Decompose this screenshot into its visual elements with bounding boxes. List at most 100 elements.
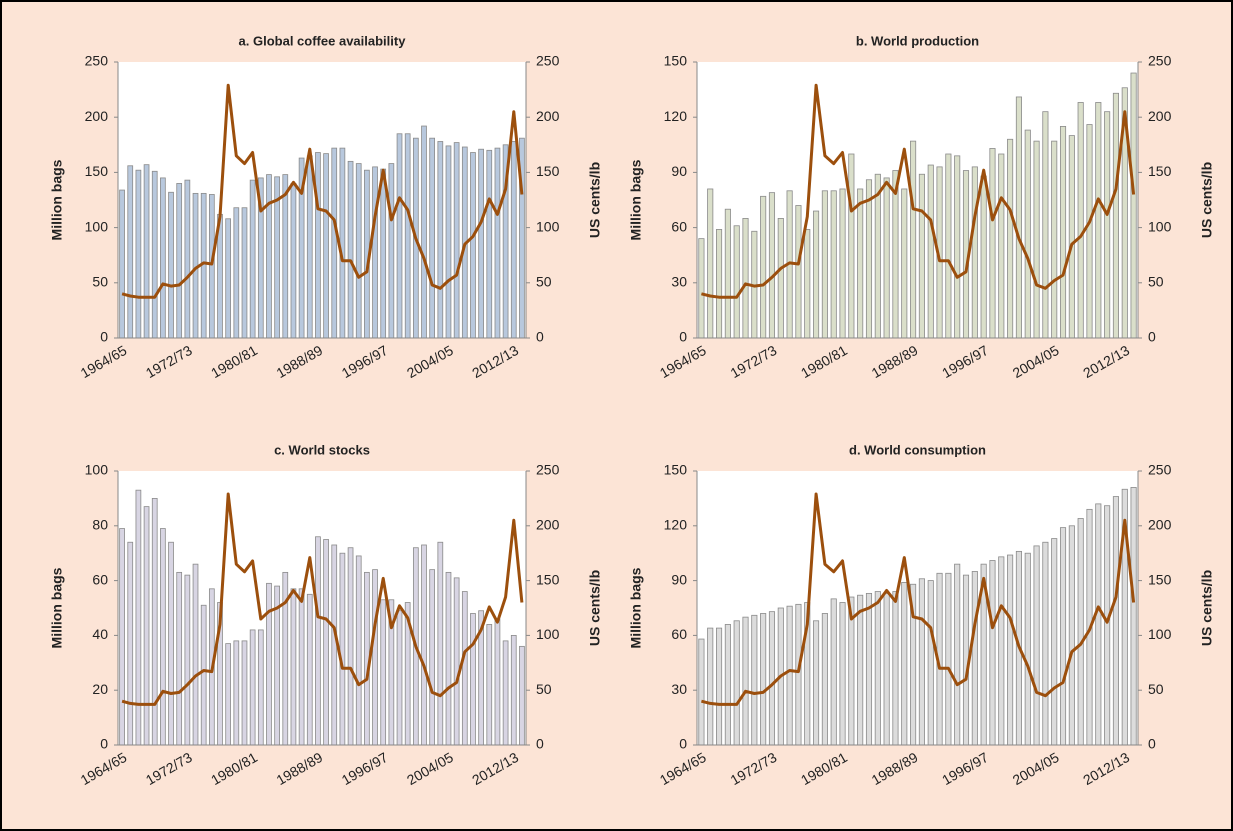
bar xyxy=(1024,129,1031,339)
bar xyxy=(918,173,925,339)
y-tick-label: 0 xyxy=(679,736,687,752)
y2-tick-label: 200 xyxy=(536,108,560,124)
bar xyxy=(698,638,705,746)
bar xyxy=(396,610,403,746)
bar xyxy=(119,528,125,746)
bar xyxy=(724,208,731,339)
bar xyxy=(315,536,321,746)
y2-tick-label: 50 xyxy=(536,274,552,290)
bar xyxy=(910,140,917,339)
bar xyxy=(266,582,272,746)
bar xyxy=(143,164,150,339)
bar xyxy=(751,614,758,746)
bar xyxy=(760,195,767,339)
bar xyxy=(768,192,776,339)
y-tick-label: 20 xyxy=(92,681,108,697)
y2-tick-label: 50 xyxy=(1148,274,1164,290)
bar xyxy=(421,125,427,339)
bar xyxy=(707,627,714,746)
y2-tick-label: 0 xyxy=(1148,736,1156,752)
bar xyxy=(707,188,714,339)
bar xyxy=(901,582,908,746)
y2-tick-label: 150 xyxy=(536,163,560,179)
price-line xyxy=(121,83,524,299)
panel-title: a. Global coffee availability xyxy=(239,33,407,48)
y-axis-label: Million bags xyxy=(628,159,644,240)
y2-tick-label: 150 xyxy=(536,571,560,587)
bar xyxy=(733,225,740,339)
bar xyxy=(1059,126,1067,339)
bar xyxy=(461,591,468,746)
bar xyxy=(135,169,142,339)
bar xyxy=(1007,554,1014,746)
bar xyxy=(742,217,749,339)
bar xyxy=(839,188,846,339)
bar xyxy=(918,578,925,746)
bar xyxy=(306,155,313,339)
bar xyxy=(494,618,501,746)
y-tick-label: 60 xyxy=(671,218,687,234)
y-tick-label: 200 xyxy=(85,108,109,124)
bar xyxy=(168,541,174,746)
bar xyxy=(380,599,387,746)
bar xyxy=(282,174,289,339)
bar xyxy=(241,207,248,339)
bar xyxy=(1042,111,1049,339)
y-tick-label: 150 xyxy=(664,53,688,69)
bar xyxy=(865,179,873,339)
bar xyxy=(470,613,476,746)
bar xyxy=(998,556,1005,746)
y2-tick-label: 200 xyxy=(1148,517,1172,533)
bar xyxy=(233,207,240,339)
bar xyxy=(786,605,793,746)
bar xyxy=(927,580,934,746)
bar xyxy=(821,190,828,339)
bar xyxy=(874,173,881,339)
bar xyxy=(429,137,436,339)
y2-tick-label: 100 xyxy=(1148,218,1172,234)
bar xyxy=(355,163,362,339)
bar xyxy=(954,563,961,746)
bar xyxy=(249,179,256,339)
y2-tick-label: 100 xyxy=(536,626,560,642)
panel-title: b. World production xyxy=(856,33,979,48)
bar xyxy=(249,629,256,746)
bar xyxy=(429,569,436,746)
bar xyxy=(445,571,452,746)
bar xyxy=(298,588,305,746)
bar xyxy=(200,604,207,746)
bar xyxy=(1086,124,1093,339)
bar xyxy=(315,152,321,339)
bar xyxy=(290,183,297,339)
bar xyxy=(396,133,403,339)
bar xyxy=(1077,518,1084,746)
bar xyxy=(857,188,864,339)
bar xyxy=(1015,96,1022,339)
y-tick-label: 60 xyxy=(671,626,687,642)
y-tick-label: 0 xyxy=(100,329,108,345)
bar xyxy=(176,183,183,339)
bar xyxy=(813,620,820,746)
y2-tick-label: 250 xyxy=(1148,462,1172,478)
bar xyxy=(821,613,828,746)
bar xyxy=(830,190,837,339)
bar xyxy=(795,603,802,746)
bar xyxy=(892,591,899,746)
bar xyxy=(208,194,215,339)
bar xyxy=(355,555,362,746)
bar xyxy=(421,544,427,746)
bar xyxy=(323,153,329,339)
bar xyxy=(857,594,864,746)
bar xyxy=(1068,525,1075,746)
bar xyxy=(1095,102,1102,339)
bar xyxy=(160,528,166,746)
bar xyxy=(1095,503,1102,746)
y2-tick-label: 0 xyxy=(536,329,544,345)
bar xyxy=(1068,135,1075,339)
bar xyxy=(945,572,952,746)
bar xyxy=(1051,538,1058,746)
price-line xyxy=(701,83,1136,299)
y2-axis-label: US cents/lb xyxy=(587,570,603,646)
bar xyxy=(168,191,174,339)
